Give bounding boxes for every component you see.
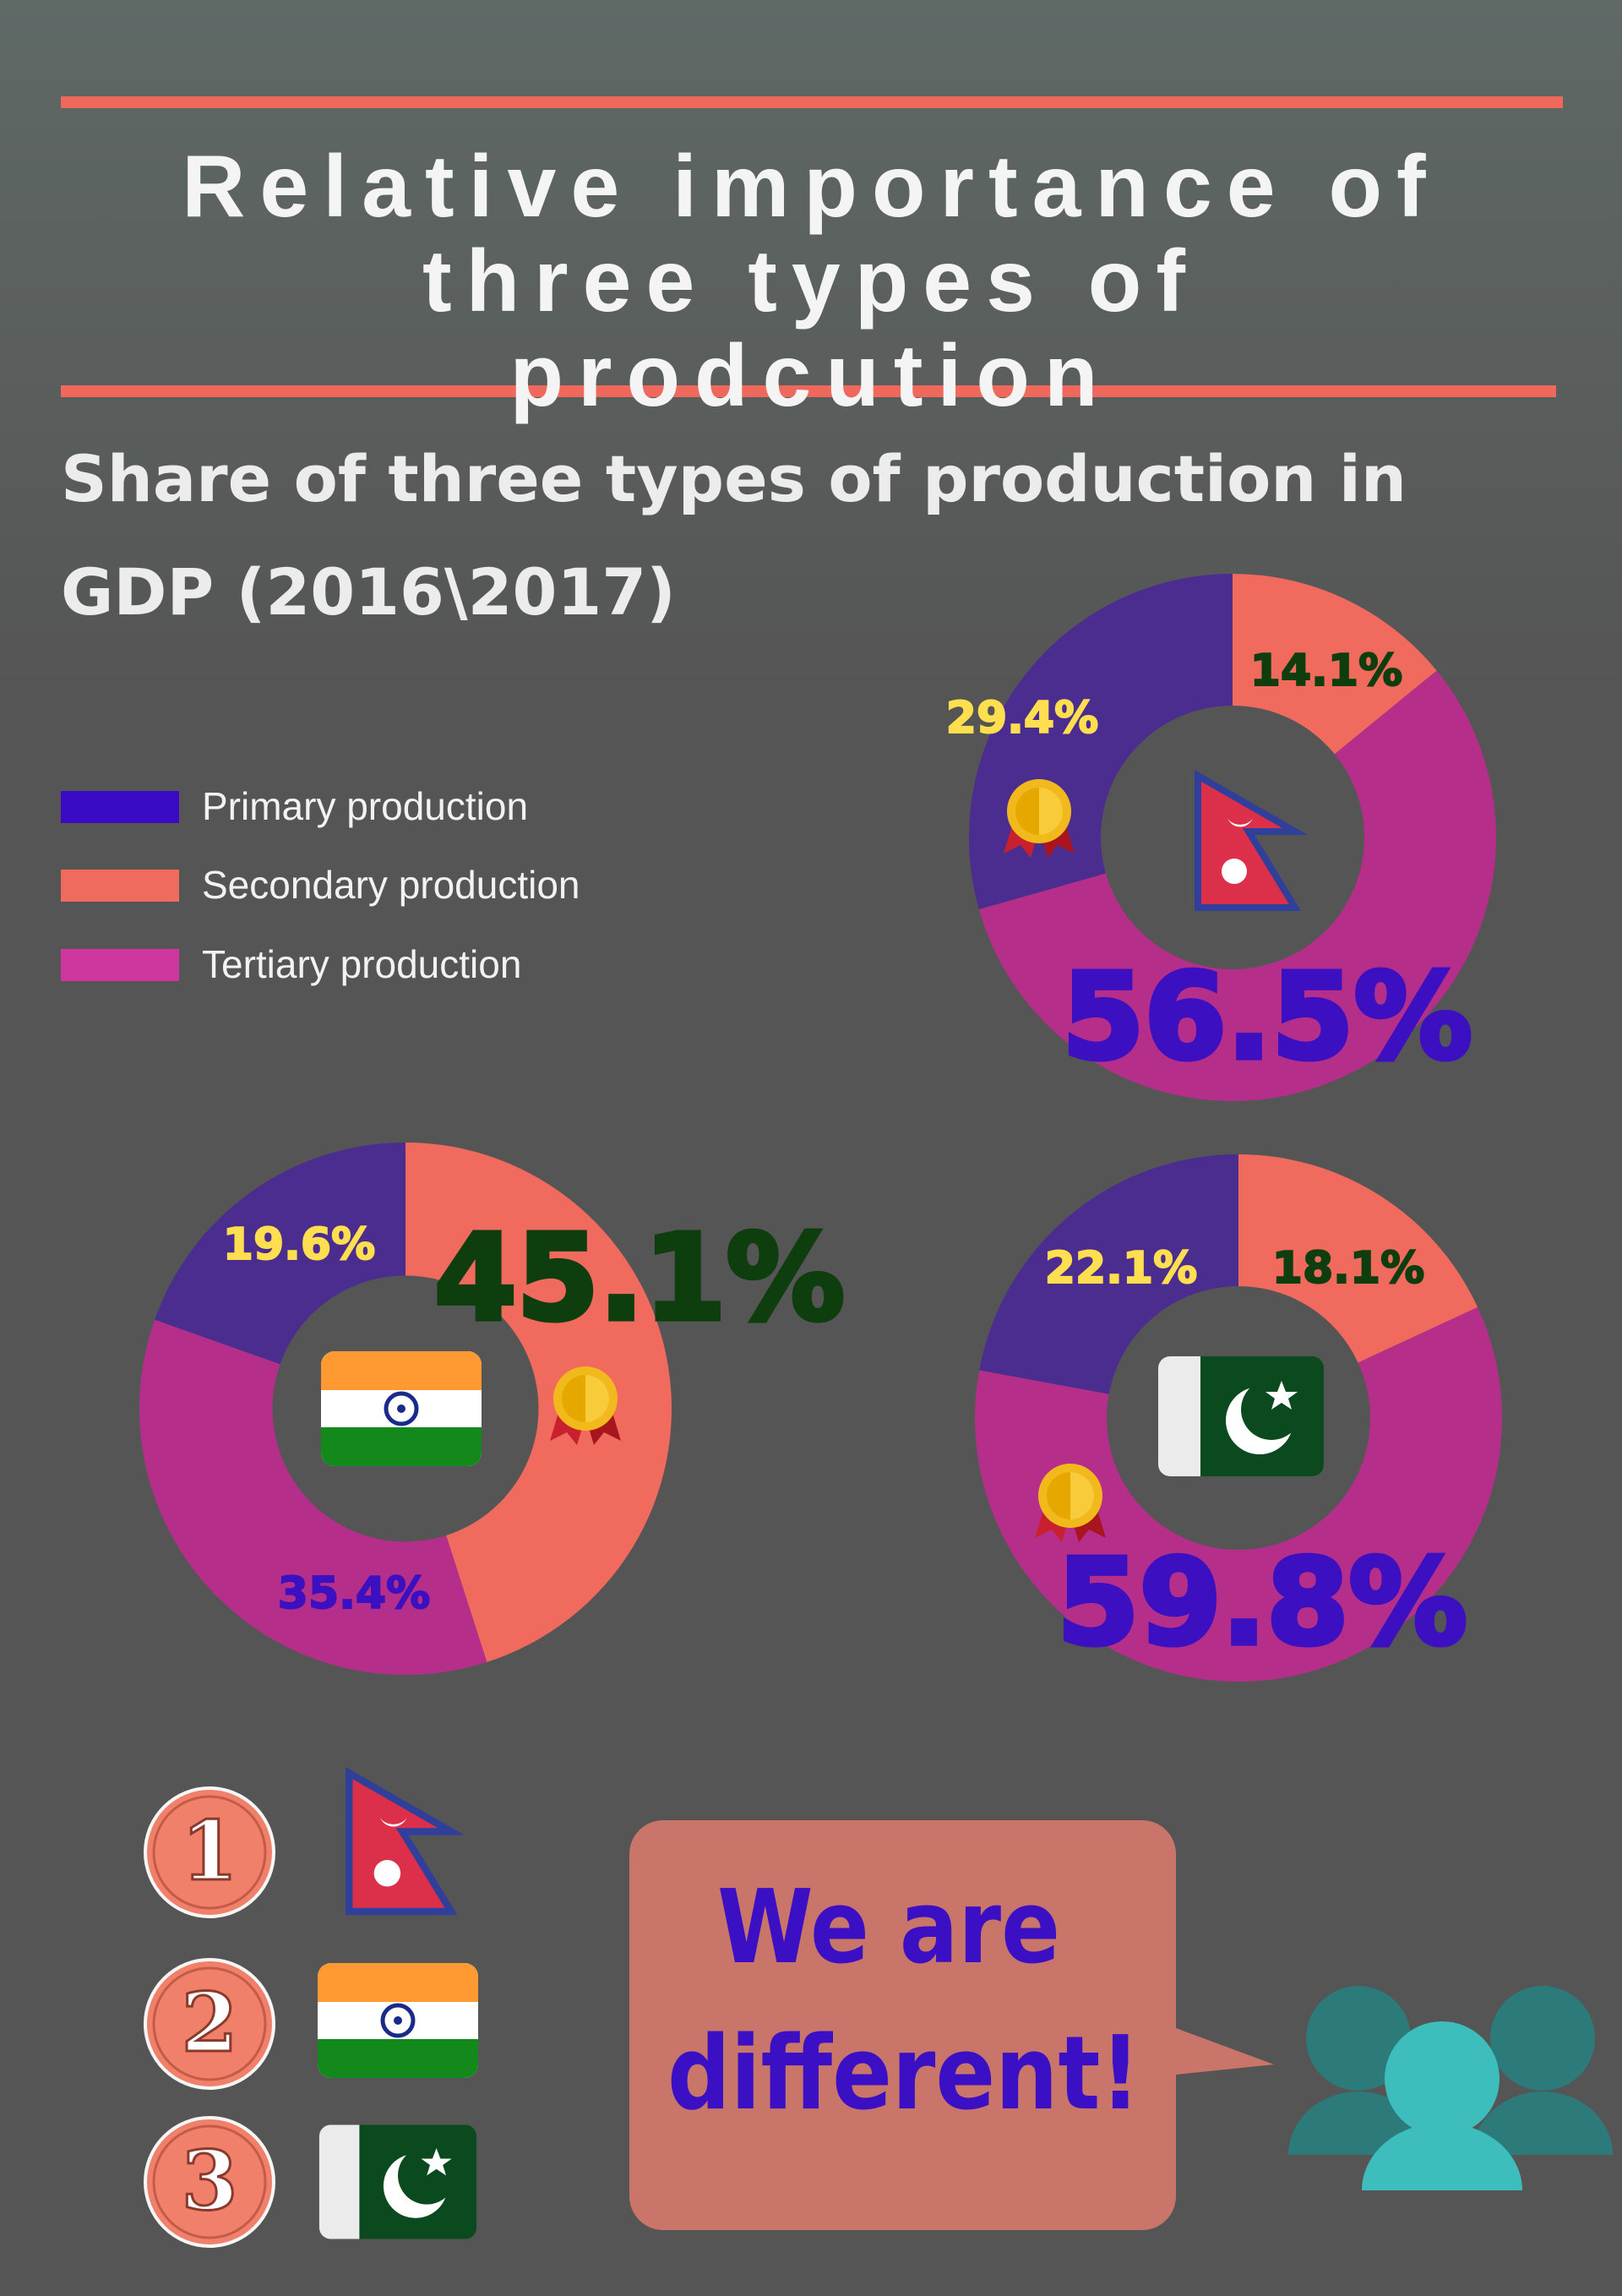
legend-swatch xyxy=(61,791,179,823)
flag xyxy=(318,2124,477,2239)
flag xyxy=(321,1351,482,1466)
rank-badge xyxy=(144,1786,275,1918)
donut-segment xyxy=(1238,1154,1478,1363)
donut-segment xyxy=(1233,574,1437,755)
value-label: 56.5% xyxy=(1062,949,1472,1087)
legend-swatch xyxy=(61,949,179,981)
legend-label: Primary production xyxy=(202,784,528,828)
legend-label: Secondary production xyxy=(202,863,580,907)
rank-number: 1 xyxy=(182,1803,238,1899)
donut-segment xyxy=(974,1306,1502,1682)
value-label: 29.4% xyxy=(946,693,1098,744)
donut-segment xyxy=(978,670,1497,1101)
charts: Primary production Secondary production Te… xyxy=(61,573,1502,1682)
rank-badge xyxy=(144,2116,275,2248)
rank-badge-ring xyxy=(152,2124,267,2239)
donut-segment xyxy=(406,1143,672,1662)
rank-number: 2 xyxy=(182,1975,238,2070)
rule xyxy=(61,96,1563,108)
value-label: 59.8% xyxy=(1057,1535,1467,1672)
value-label: 45.1% xyxy=(434,1210,845,1348)
callout-text: different! xyxy=(667,2015,1140,2133)
value-label: 19.6% xyxy=(223,1219,375,1270)
flag xyxy=(1158,1356,1324,1476)
rank-badge-ring xyxy=(152,1795,267,1910)
donut-segment xyxy=(979,1154,1238,1394)
callout-text: We are xyxy=(717,1869,1060,1987)
donut-segment xyxy=(139,1319,487,1676)
rank-number: 3 xyxy=(182,2133,238,2228)
rank-badge xyxy=(144,1958,275,2090)
value-label: 35.4% xyxy=(278,1568,430,1619)
value-label: 22.1% xyxy=(1045,1243,1197,1294)
subtitle: Share of three types of production in GD… xyxy=(61,441,1407,630)
legend-swatch xyxy=(61,870,179,902)
legend-label: Tertiary production xyxy=(202,942,521,986)
rule xyxy=(61,385,1556,397)
speech-bubble: We are different! xyxy=(629,1820,1274,2230)
donut-segment xyxy=(155,1143,406,1365)
people-icon xyxy=(1288,1986,1613,2190)
rank-badge-ring xyxy=(152,1966,267,2081)
value-label: 14.1% xyxy=(1250,646,1402,696)
ranking: 1 2 3 xyxy=(144,1786,275,2248)
flag xyxy=(318,1963,478,2078)
title: Relative importance of three types of pr… xyxy=(182,138,1440,425)
value-label: 18.1% xyxy=(1272,1243,1424,1294)
